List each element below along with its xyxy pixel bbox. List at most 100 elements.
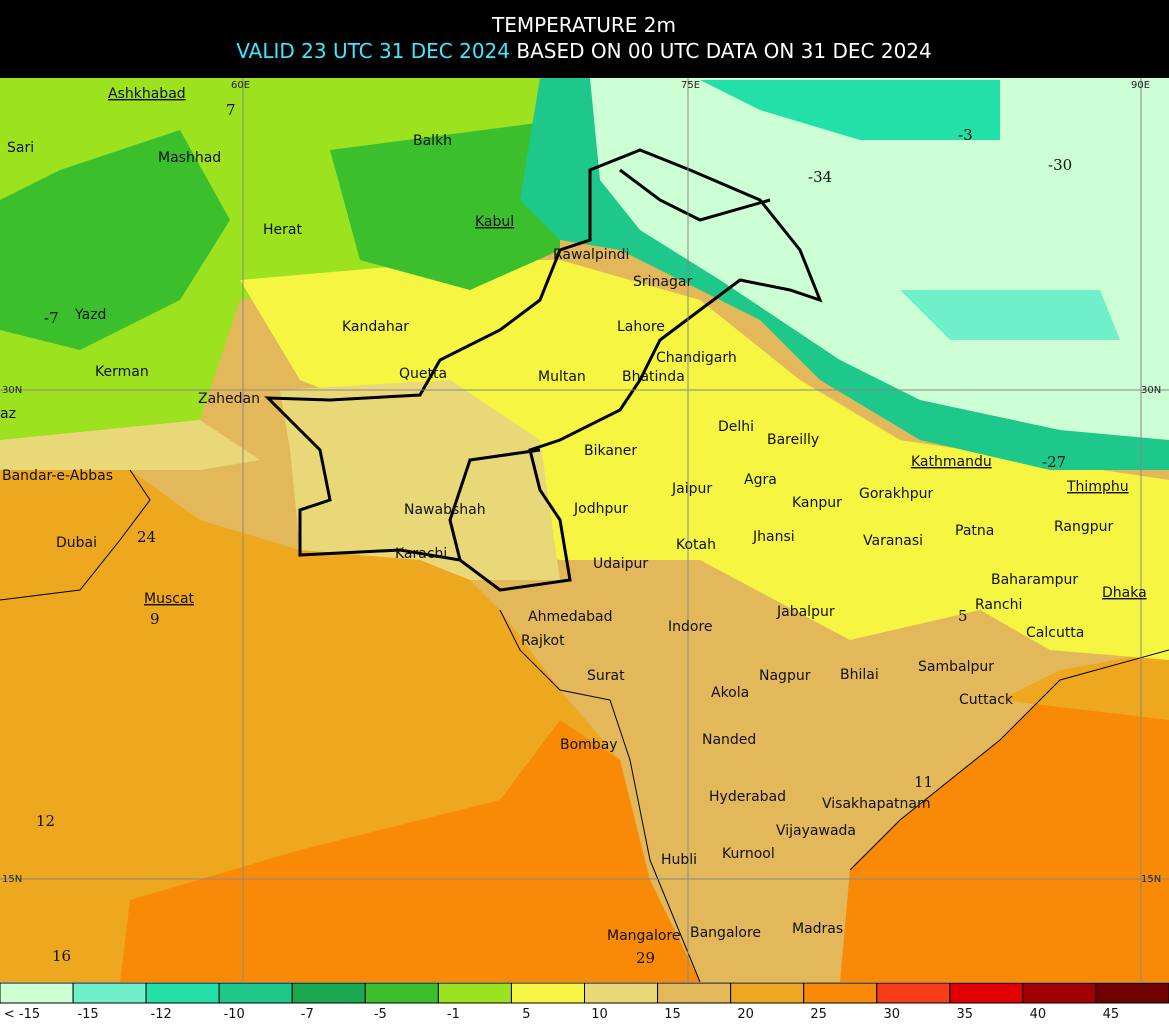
city-label: Jodhpur bbox=[573, 501, 628, 517]
legend-swatch bbox=[1022, 982, 1097, 1004]
city-label: Thimphu bbox=[1066, 479, 1129, 495]
city-label: az bbox=[0, 406, 16, 422]
temperature-label: 29 bbox=[636, 949, 655, 967]
legend-label: 20 bbox=[737, 1007, 754, 1022]
legend-swatch bbox=[584, 982, 659, 1004]
legend-label: 30 bbox=[883, 1007, 900, 1022]
temperature-label: -3 bbox=[958, 126, 973, 144]
city-label: Nagpur bbox=[759, 668, 811, 684]
city-label: Bhatinda bbox=[622, 369, 685, 385]
city-label: Calcutta bbox=[1026, 625, 1084, 641]
coastline bbox=[0, 469, 1169, 983]
grid-label: 75E bbox=[681, 80, 700, 91]
city-label: Bikaner bbox=[584, 443, 637, 459]
city-label: Patna bbox=[955, 523, 994, 539]
based-on: BASED ON 00 UTC DATA ON 31 DEC 2024 bbox=[516, 39, 931, 63]
legend-swatch bbox=[510, 982, 585, 1004]
legend-swatch bbox=[803, 982, 878, 1004]
city-label: Kathmandu bbox=[911, 454, 992, 470]
legend-swatch bbox=[218, 982, 293, 1004]
city-label: Rangpur bbox=[1054, 519, 1114, 535]
city-label: Delhi bbox=[718, 419, 754, 435]
legend-swatch bbox=[1095, 982, 1169, 1004]
temperature-label: 9 bbox=[150, 610, 160, 628]
city-label: Mangalore bbox=[607, 928, 681, 944]
city-label: Ranchi bbox=[975, 597, 1022, 613]
city-label: Rajkot bbox=[521, 633, 565, 649]
temperature-label: 16 bbox=[52, 947, 71, 965]
city-label: Kandahar bbox=[342, 319, 409, 335]
temperature-label: 12 bbox=[36, 812, 55, 830]
legend-swatch bbox=[364, 982, 439, 1004]
city-label: Bombay bbox=[560, 737, 618, 753]
graticule bbox=[0, 78, 1169, 982]
city-label: Yazd bbox=[74, 307, 106, 323]
city-label: Ashkhabad bbox=[108, 86, 186, 102]
subtitle: VALID 23 UTC 31 DEC 2024 BASED ON 00 UTC… bbox=[236, 39, 932, 63]
city-label: Kotah bbox=[676, 537, 716, 553]
header-bar bbox=[0, 0, 1169, 78]
city-label: Madras bbox=[792, 921, 843, 937]
legend-label: -15 bbox=[77, 1007, 98, 1022]
city-label: Baharampur bbox=[991, 572, 1078, 588]
city-label: Vijayawada bbox=[776, 823, 856, 839]
city-label: Hubli bbox=[661, 852, 697, 868]
legend-swatch bbox=[657, 982, 732, 1004]
legend-swatch bbox=[145, 982, 220, 1004]
temperature-label: -7 bbox=[44, 309, 59, 327]
temperature-label: -30 bbox=[1048, 156, 1072, 174]
city-label: Indore bbox=[668, 619, 713, 635]
legend-swatch bbox=[437, 982, 512, 1004]
city-label: Multan bbox=[538, 369, 586, 385]
city-label: Rawalpindi bbox=[553, 247, 629, 263]
city-label: Ahmedabad bbox=[528, 609, 613, 625]
city-label: Surat bbox=[587, 668, 625, 684]
city-label: Kanpur bbox=[792, 495, 842, 511]
city-label: Hyderabad bbox=[709, 789, 786, 805]
grid-label: 60E bbox=[231, 80, 250, 91]
city-label: Jaipur bbox=[671, 481, 712, 497]
legend-label: 40 bbox=[1030, 1007, 1047, 1022]
city-label: Herat bbox=[263, 222, 302, 238]
legend-label: < -15 bbox=[4, 1007, 40, 1022]
city-label: Kerman bbox=[95, 364, 149, 380]
grid-label: 30N bbox=[2, 385, 22, 396]
city-label: Akola bbox=[711, 685, 749, 701]
city-label: Agra bbox=[744, 472, 777, 488]
city-label: Muscat bbox=[144, 591, 195, 607]
city-label: Bareilly bbox=[767, 432, 819, 448]
valid-time: VALID 23 UTC 31 DEC 2024 bbox=[236, 39, 510, 63]
temperature-label: -27 bbox=[1042, 453, 1066, 471]
city-label: Varanasi bbox=[863, 533, 923, 549]
temperature-label: 11 bbox=[914, 773, 933, 791]
city-label: Karachi bbox=[395, 546, 447, 562]
legend-swatch bbox=[0, 982, 74, 1004]
city-label: Cuttack bbox=[959, 692, 1014, 708]
city-label: Nawabshah bbox=[404, 502, 486, 518]
city-label: Srinagar bbox=[633, 274, 692, 290]
city-label: Lahore bbox=[617, 319, 665, 335]
city-label: Nanded bbox=[702, 732, 756, 748]
city-label: Quetta bbox=[399, 366, 447, 382]
legend-label: 25 bbox=[810, 1007, 827, 1022]
city-label: Visakhapatnam bbox=[822, 796, 931, 812]
temperature-label: -34 bbox=[808, 168, 832, 186]
temperature-label: 5 bbox=[958, 607, 968, 625]
city-label: Gorakhpur bbox=[859, 486, 933, 502]
city-label: Jhansi bbox=[752, 529, 795, 545]
city-label: Mashhad bbox=[158, 150, 221, 166]
legend-label: -1 bbox=[447, 1007, 460, 1022]
city-label: Dhaka bbox=[1102, 585, 1147, 601]
legend-swatch bbox=[730, 982, 805, 1004]
grid-label: 15N bbox=[1141, 874, 1161, 885]
legend-label: 35 bbox=[957, 1007, 974, 1022]
legend-swatch bbox=[949, 982, 1024, 1004]
city-label: Jabalpur bbox=[776, 604, 835, 620]
city-label: Udaipur bbox=[593, 556, 648, 572]
city-label: Sari bbox=[7, 140, 34, 156]
legend-label: -7 bbox=[301, 1007, 314, 1022]
legend-swatch bbox=[291, 982, 366, 1004]
temperature-label: 7 bbox=[226, 101, 236, 119]
legend-label: 45 bbox=[1103, 1007, 1120, 1022]
